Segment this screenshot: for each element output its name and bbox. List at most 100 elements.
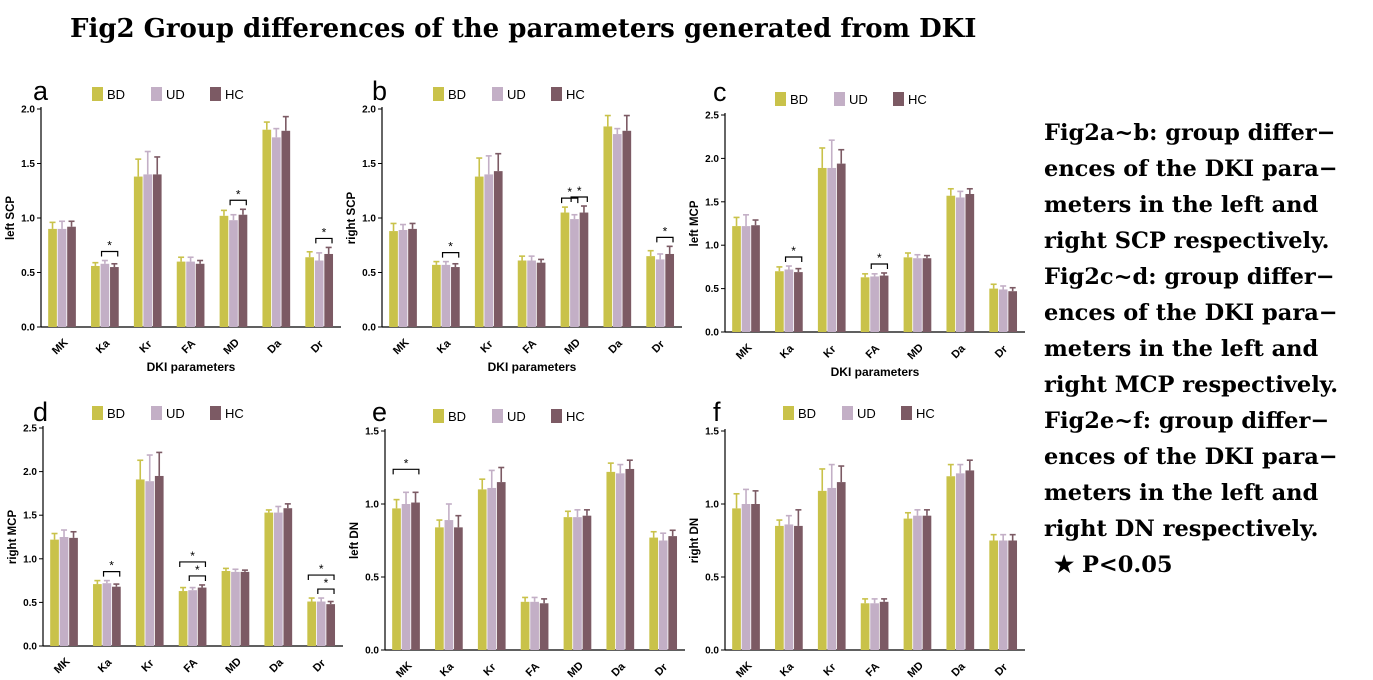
significance-star: * [322, 225, 327, 239]
x-tick-label: Kr [478, 338, 496, 356]
bar-bd-md [221, 571, 231, 646]
legend-swatch-bd [433, 409, 444, 423]
caption-line: meters in the left and [1044, 480, 1319, 506]
bar-hc-da [283, 508, 293, 646]
bar-ud-dr [314, 260, 324, 327]
bar-hc-mk [67, 226, 76, 327]
bar-bd-kr [817, 167, 827, 332]
bar-bd-ka [91, 265, 100, 327]
significance-star: * [791, 244, 796, 258]
bar-bd-dr [305, 257, 315, 327]
legend-label-ud: UD [166, 406, 185, 421]
x-tick-label: Dr [993, 343, 1011, 361]
bar-hc-da [965, 470, 975, 650]
x-tick-label: Da [267, 656, 286, 675]
y-tick-label: 1.0 [21, 214, 35, 225]
panel-letter: e [372, 397, 387, 427]
y-tick-label: 0.5 [23, 598, 37, 609]
figure-title: Fig2 Group differences of the parameters… [70, 14, 977, 44]
x-tick-label: Da [606, 337, 625, 356]
significance-bracket [179, 561, 207, 567]
bar-hc-dr [1008, 291, 1018, 332]
bar-bd-mk [392, 508, 401, 650]
significance-bracket [570, 196, 588, 203]
x-tick-label: Dr [653, 661, 671, 679]
bar-ud-ka [102, 583, 112, 646]
legend-swatch-hc [901, 406, 912, 420]
bar-hc-da [625, 468, 635, 650]
legend-swatch-bd [433, 87, 444, 101]
bar-bd-ka [93, 584, 102, 646]
bar-ud-da [615, 473, 625, 650]
significance-bracket [441, 252, 460, 258]
caption-line: meters in the left and [1044, 336, 1319, 362]
bar-bd-ka [435, 527, 444, 650]
x-tick-label: Ka [96, 656, 115, 675]
x-tick-label: MD [223, 656, 244, 677]
bar-ud-fa [870, 276, 879, 332]
bar-bd-mk [732, 226, 741, 332]
legend-label-hc: HC [916, 406, 935, 421]
bar-ud-fa [530, 601, 539, 650]
y-axis-label: right MCP [7, 510, 19, 565]
bar-hc-dr [668, 536, 678, 650]
bar-ud-kr [487, 487, 497, 650]
significance-bracket [188, 575, 207, 581]
bar-bd-dr [989, 288, 999, 332]
legend-swatch-ud [151, 87, 162, 101]
caption-line: right SCP respectively. [1044, 228, 1330, 254]
significance-bracket [317, 588, 335, 595]
bar-ud-mk [741, 226, 751, 332]
bar-bd-ka [432, 264, 441, 327]
bar-ud-ka [444, 520, 454, 650]
bar-ud-ka [441, 264, 451, 327]
bar-bd-mk [389, 231, 398, 327]
x-tick-label: FA [180, 338, 198, 356]
chart-panel-b: b BD UD HC 0.0 0.5 1.0 1.5 2.0 right SCP MK Ka Kr FA M… [346, 76, 682, 374]
significance-star: * [877, 251, 882, 265]
legend-label-bd: BD [107, 406, 125, 421]
y-tick-label: 2.5 [705, 111, 719, 122]
bar-ud-dr [998, 540, 1008, 650]
bar-hc-md [240, 571, 250, 646]
legend-label-hc: HC [566, 409, 585, 424]
bar-bd-mk [732, 508, 741, 650]
y-tick-label: 0.5 [705, 284, 719, 295]
bar-ud-fa [186, 261, 195, 327]
y-tick-label: 1.0 [705, 500, 719, 511]
significance-bracket [315, 237, 333, 244]
bar-bd-fa [860, 277, 870, 332]
x-axis-label: DKI parameters [488, 360, 577, 374]
bar-hc-dr [1008, 540, 1018, 650]
x-axis-label: DKI parameters [147, 360, 236, 374]
legend-swatch-ud [492, 87, 503, 101]
significance-star: * [567, 185, 572, 199]
significance-bracket [870, 263, 889, 269]
bar-hc-fa [197, 587, 207, 646]
x-tick-label: MK [734, 342, 755, 363]
y-tick-label: 0.5 [365, 573, 379, 584]
bar-hc-ka [112, 586, 121, 646]
bar-bd-da [603, 126, 613, 327]
caption-line: Fig2a~b: group differ− [1044, 120, 1336, 146]
bar-ud-kr [827, 487, 837, 650]
bar-ud-md [913, 258, 922, 332]
bar-ud-da [271, 137, 281, 327]
y-tick-label: 0.0 [705, 328, 719, 339]
x-tick-label: Kr [137, 338, 155, 356]
x-tick-label: Dr [993, 661, 1011, 679]
x-tick-label: MD [221, 337, 242, 358]
legend-swatch-bd [775, 92, 786, 106]
legend-swatch-bd [92, 406, 103, 420]
x-tick-label: Ka [778, 342, 797, 361]
bar-hc-kr [496, 482, 506, 650]
y-tick-label: 1.5 [705, 197, 719, 208]
caption-line: Fig2c~d: group differ− [1044, 264, 1335, 290]
legend-label-hc: HC [566, 87, 585, 102]
bar-ud-fa [870, 603, 879, 650]
bar-bd-md [560, 212, 570, 327]
x-tick-label: MK [391, 337, 412, 358]
bar-hc-fa [879, 601, 889, 650]
significance-bracket [102, 571, 121, 577]
p-value-note: ★ P<0.05 [1054, 552, 1173, 578]
